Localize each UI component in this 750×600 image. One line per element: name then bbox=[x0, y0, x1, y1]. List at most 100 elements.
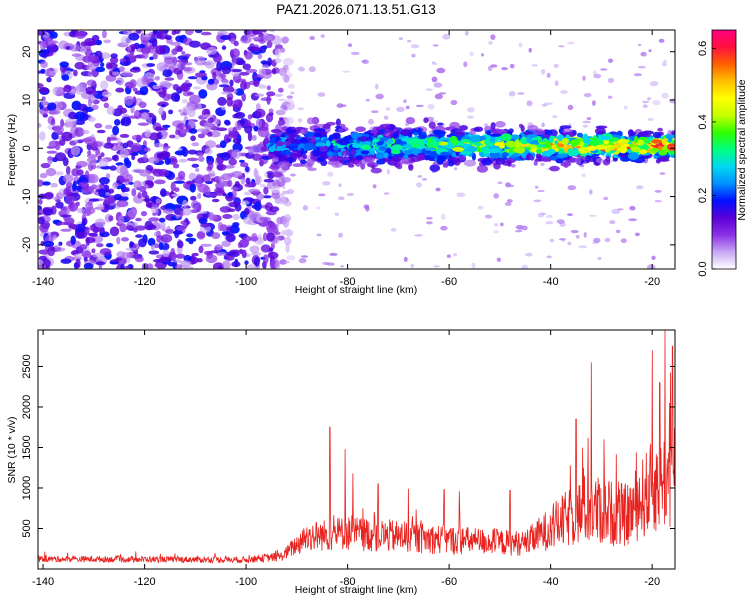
spectrogram-cell-1602 bbox=[652, 99, 661, 106]
spectrogram-cell-1106 bbox=[80, 41, 89, 47]
spectrogram-cell-3139 bbox=[489, 133, 502, 137]
spectrogram-cell-1471 bbox=[484, 214, 493, 219]
spectrogram-cell-764 bbox=[275, 109, 286, 116]
spectrogram-cell-3144 bbox=[634, 136, 639, 144]
spectrogram-cell-2934 bbox=[485, 134, 491, 140]
spectrogram-cell-1526 bbox=[552, 115, 558, 119]
spectrogram-cell-1150 bbox=[87, 116, 96, 122]
spectrogram-cell-1634 bbox=[533, 199, 542, 203]
spectrogram-cell-1080 bbox=[204, 60, 215, 69]
spectrogram-cell-1407 bbox=[317, 92, 326, 97]
spectrogram-cell-1257 bbox=[127, 208, 137, 218]
spectrogram-cell-1592 bbox=[427, 104, 435, 110]
spectrogram-cell-309 bbox=[116, 77, 124, 86]
spectrogram-cell-399 bbox=[77, 208, 86, 214]
spectrogram-cell-1527 bbox=[297, 107, 305, 111]
spectrogram-cell-1436 bbox=[414, 234, 423, 237]
spectrogram-cell-1519 bbox=[411, 53, 416, 58]
spectrogram-cell-1086 bbox=[244, 51, 253, 60]
spectrogram-cell-2946 bbox=[279, 151, 289, 155]
spectrogram-cell-2892 bbox=[315, 142, 326, 147]
spectrogram-cell-19 bbox=[98, 177, 110, 185]
spectrogram-cell-3131 bbox=[488, 148, 501, 154]
spectrogram-cell-799 bbox=[182, 207, 192, 216]
spectrogram-cell-1460 bbox=[494, 223, 499, 227]
spectrogram-cell-1110 bbox=[58, 241, 63, 246]
spectrogram-cell-1044 bbox=[263, 254, 269, 264]
spectrogram-cell-1583 bbox=[308, 66, 316, 73]
spectrogram-cell-2986 bbox=[386, 138, 394, 145]
spectrogram-cell-1104 bbox=[89, 198, 100, 202]
spectrogram-cell-777 bbox=[83, 262, 94, 269]
spectrogram-cell-1003 bbox=[265, 113, 274, 123]
spectrogram-cell-1101 bbox=[152, 115, 157, 124]
spectrogram-cell-3145 bbox=[594, 144, 607, 150]
spectrogram-cell-1102 bbox=[135, 234, 143, 238]
spectrogram-cell-1168 bbox=[154, 263, 160, 268]
spectrogram-cell-1860 bbox=[429, 164, 441, 172]
spectrogram-cell-2478 bbox=[280, 133, 286, 138]
spectrogram-cell-911 bbox=[217, 251, 227, 256]
spectrogram-cell-1383 bbox=[254, 256, 260, 267]
spectrogram-y-tick-label: 10 bbox=[21, 94, 33, 106]
spectrogram-cell-723 bbox=[131, 134, 144, 141]
spectrogram-cell-773 bbox=[240, 162, 249, 168]
spectrogram-cell-1214 bbox=[129, 241, 134, 250]
spectrogram-cell-977 bbox=[76, 160, 88, 168]
spectrogram-cell-2874 bbox=[533, 160, 538, 166]
spectrogram-cell-2941 bbox=[355, 155, 364, 161]
spectrogram-cell-1624 bbox=[517, 92, 525, 95]
spectrogram-cell-2481 bbox=[417, 127, 422, 135]
spectrogram-cell-2922 bbox=[391, 144, 403, 151]
spectrogram-cell-1378 bbox=[119, 58, 127, 63]
spectrogram-cell-1148 bbox=[266, 94, 271, 105]
spectrogram-cell-3080 bbox=[400, 129, 409, 136]
spectrogram-cell-1590 bbox=[346, 192, 355, 197]
spectrogram-cell-3099 bbox=[536, 148, 543, 154]
spectrogram-cell-1186 bbox=[103, 197, 115, 204]
spectrogram-cell-3045 bbox=[383, 152, 389, 158]
spectrogram-cell-1190 bbox=[224, 119, 231, 125]
spectrogram-cell-1340 bbox=[267, 57, 273, 66]
spectrogram-cell-3086 bbox=[300, 148, 305, 153]
spectrogram-cell-1400 bbox=[583, 232, 587, 238]
spectrogram-cell-3056 bbox=[481, 158, 493, 166]
spectrogram-cell-274 bbox=[137, 122, 149, 126]
spectrogram-cell-2514 bbox=[657, 127, 663, 132]
spectrogram-cell-1014 bbox=[68, 224, 79, 230]
spectrogram-cell-2138 bbox=[447, 158, 455, 167]
spectrogram-cell-1328 bbox=[67, 202, 79, 212]
spectrogram-cell-1491 bbox=[609, 220, 616, 225]
spectrogram-cell-745 bbox=[144, 129, 152, 138]
spectrogram-cell-1349 bbox=[216, 61, 223, 72]
spectrogram-cell-3058 bbox=[436, 155, 447, 162]
spectrogram-cell-1094 bbox=[45, 168, 57, 177]
spectrogram-cell-1195 bbox=[228, 201, 239, 208]
spectrogram-cell-1051 bbox=[229, 79, 234, 87]
spectrogram-cell-1574 bbox=[286, 95, 293, 99]
spectrogram-cell-645 bbox=[81, 250, 92, 259]
spectrogram-cell-893 bbox=[155, 126, 163, 132]
spectrogram-cell-728 bbox=[197, 231, 205, 239]
spectrogram-cell-1397 bbox=[582, 120, 592, 124]
spectrogram-cell-2884 bbox=[476, 165, 488, 173]
spectrogram-cell-3088 bbox=[389, 132, 394, 137]
spectrogram-cell-1095 bbox=[186, 180, 195, 185]
spectrogram-cell-1055 bbox=[191, 200, 200, 210]
spectrogram-cell-1464 bbox=[432, 62, 439, 66]
spectrogram-cell-2606 bbox=[355, 126, 366, 132]
spectrogram-cell-1395 bbox=[403, 256, 408, 262]
spectrogram-cell-802 bbox=[203, 185, 211, 195]
spectrogram-cell-846 bbox=[159, 222, 166, 226]
spectrogram-cell-760 bbox=[229, 251, 240, 258]
spectrogram-cell-2701 bbox=[331, 161, 343, 168]
spectrogram-cell-1384 bbox=[162, 69, 173, 78]
spectrogram-cell-704 bbox=[279, 259, 288, 265]
spectrogram-cell-1088 bbox=[167, 262, 177, 267]
spectrogram-cell-688 bbox=[234, 57, 245, 65]
spectrogram-cell-1405 bbox=[316, 206, 320, 210]
spectrogram-cell-126 bbox=[209, 130, 221, 138]
spectrogram-cell-873 bbox=[261, 30, 267, 33]
spectrogram-cell-3111 bbox=[668, 150, 675, 155]
spectrogram-cell-1356 bbox=[259, 216, 272, 221]
